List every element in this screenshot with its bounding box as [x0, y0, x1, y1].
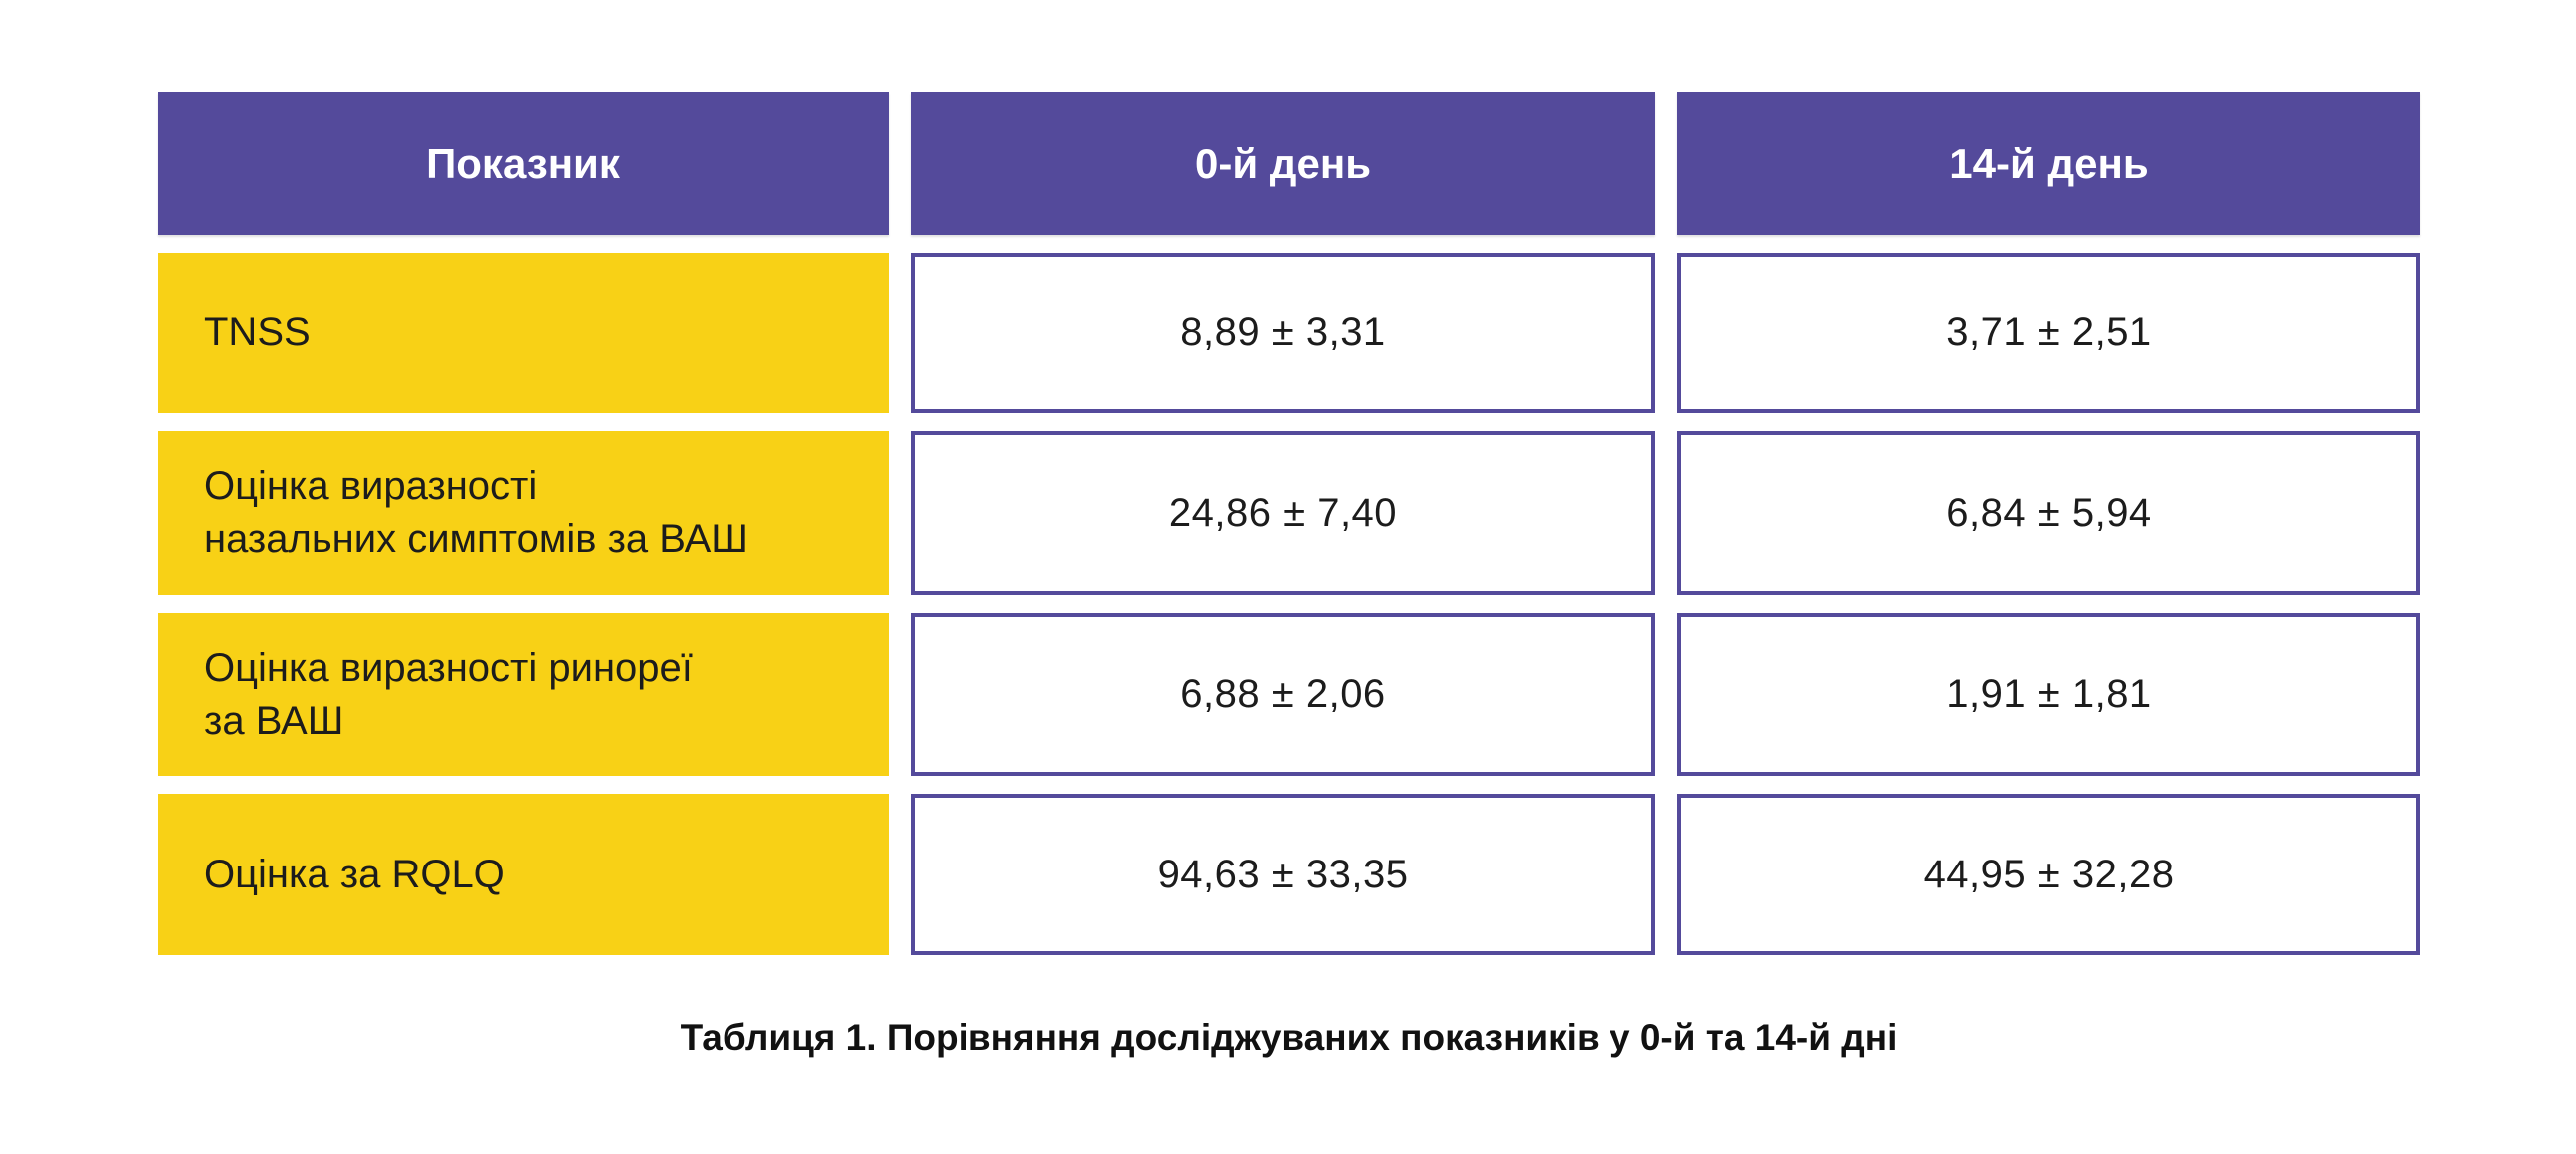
value-tnss-day0: 8,89 ± 3,31 [911, 253, 1655, 413]
value-rqlq-day0: 94,63 ± 33,35 [911, 794, 1655, 955]
value-tnss-day14: 3,71 ± 2,51 [1677, 253, 2420, 413]
comparison-table: Показник 0-й день 14-й день TNSS 8,89 ± … [158, 92, 2420, 955]
column-header-day0: 0-й день [911, 92, 1655, 235]
column-header-indicator: Показник [158, 92, 889, 235]
value-nasal-vas-day0: 24,86 ± 7,40 [911, 431, 1655, 595]
row-label-nasal-vas: Оцінка виразності назальних симптомів за… [158, 431, 889, 595]
value-nasal-vas-day14: 6,84 ± 5,94 [1677, 431, 2420, 595]
column-header-day14: 14-й день [1677, 92, 2420, 235]
row-label-rqlq: Оцінка за RQLQ [158, 794, 889, 955]
table-caption: Таблиця 1. Порівняння досліджуваних пока… [680, 1017, 1898, 1058]
value-rhinorrhea-vas-day14: 1,91 ± 1,81 [1677, 613, 2420, 776]
row-label-tnss: TNSS [158, 253, 889, 413]
value-rhinorrhea-vas-day0: 6,88 ± 2,06 [911, 613, 1655, 776]
row-label-rhinorrhea-vas: Оцінка виразності ринореї за ВАШ [158, 613, 889, 776]
value-rqlq-day14: 44,95 ± 32,28 [1677, 794, 2420, 955]
